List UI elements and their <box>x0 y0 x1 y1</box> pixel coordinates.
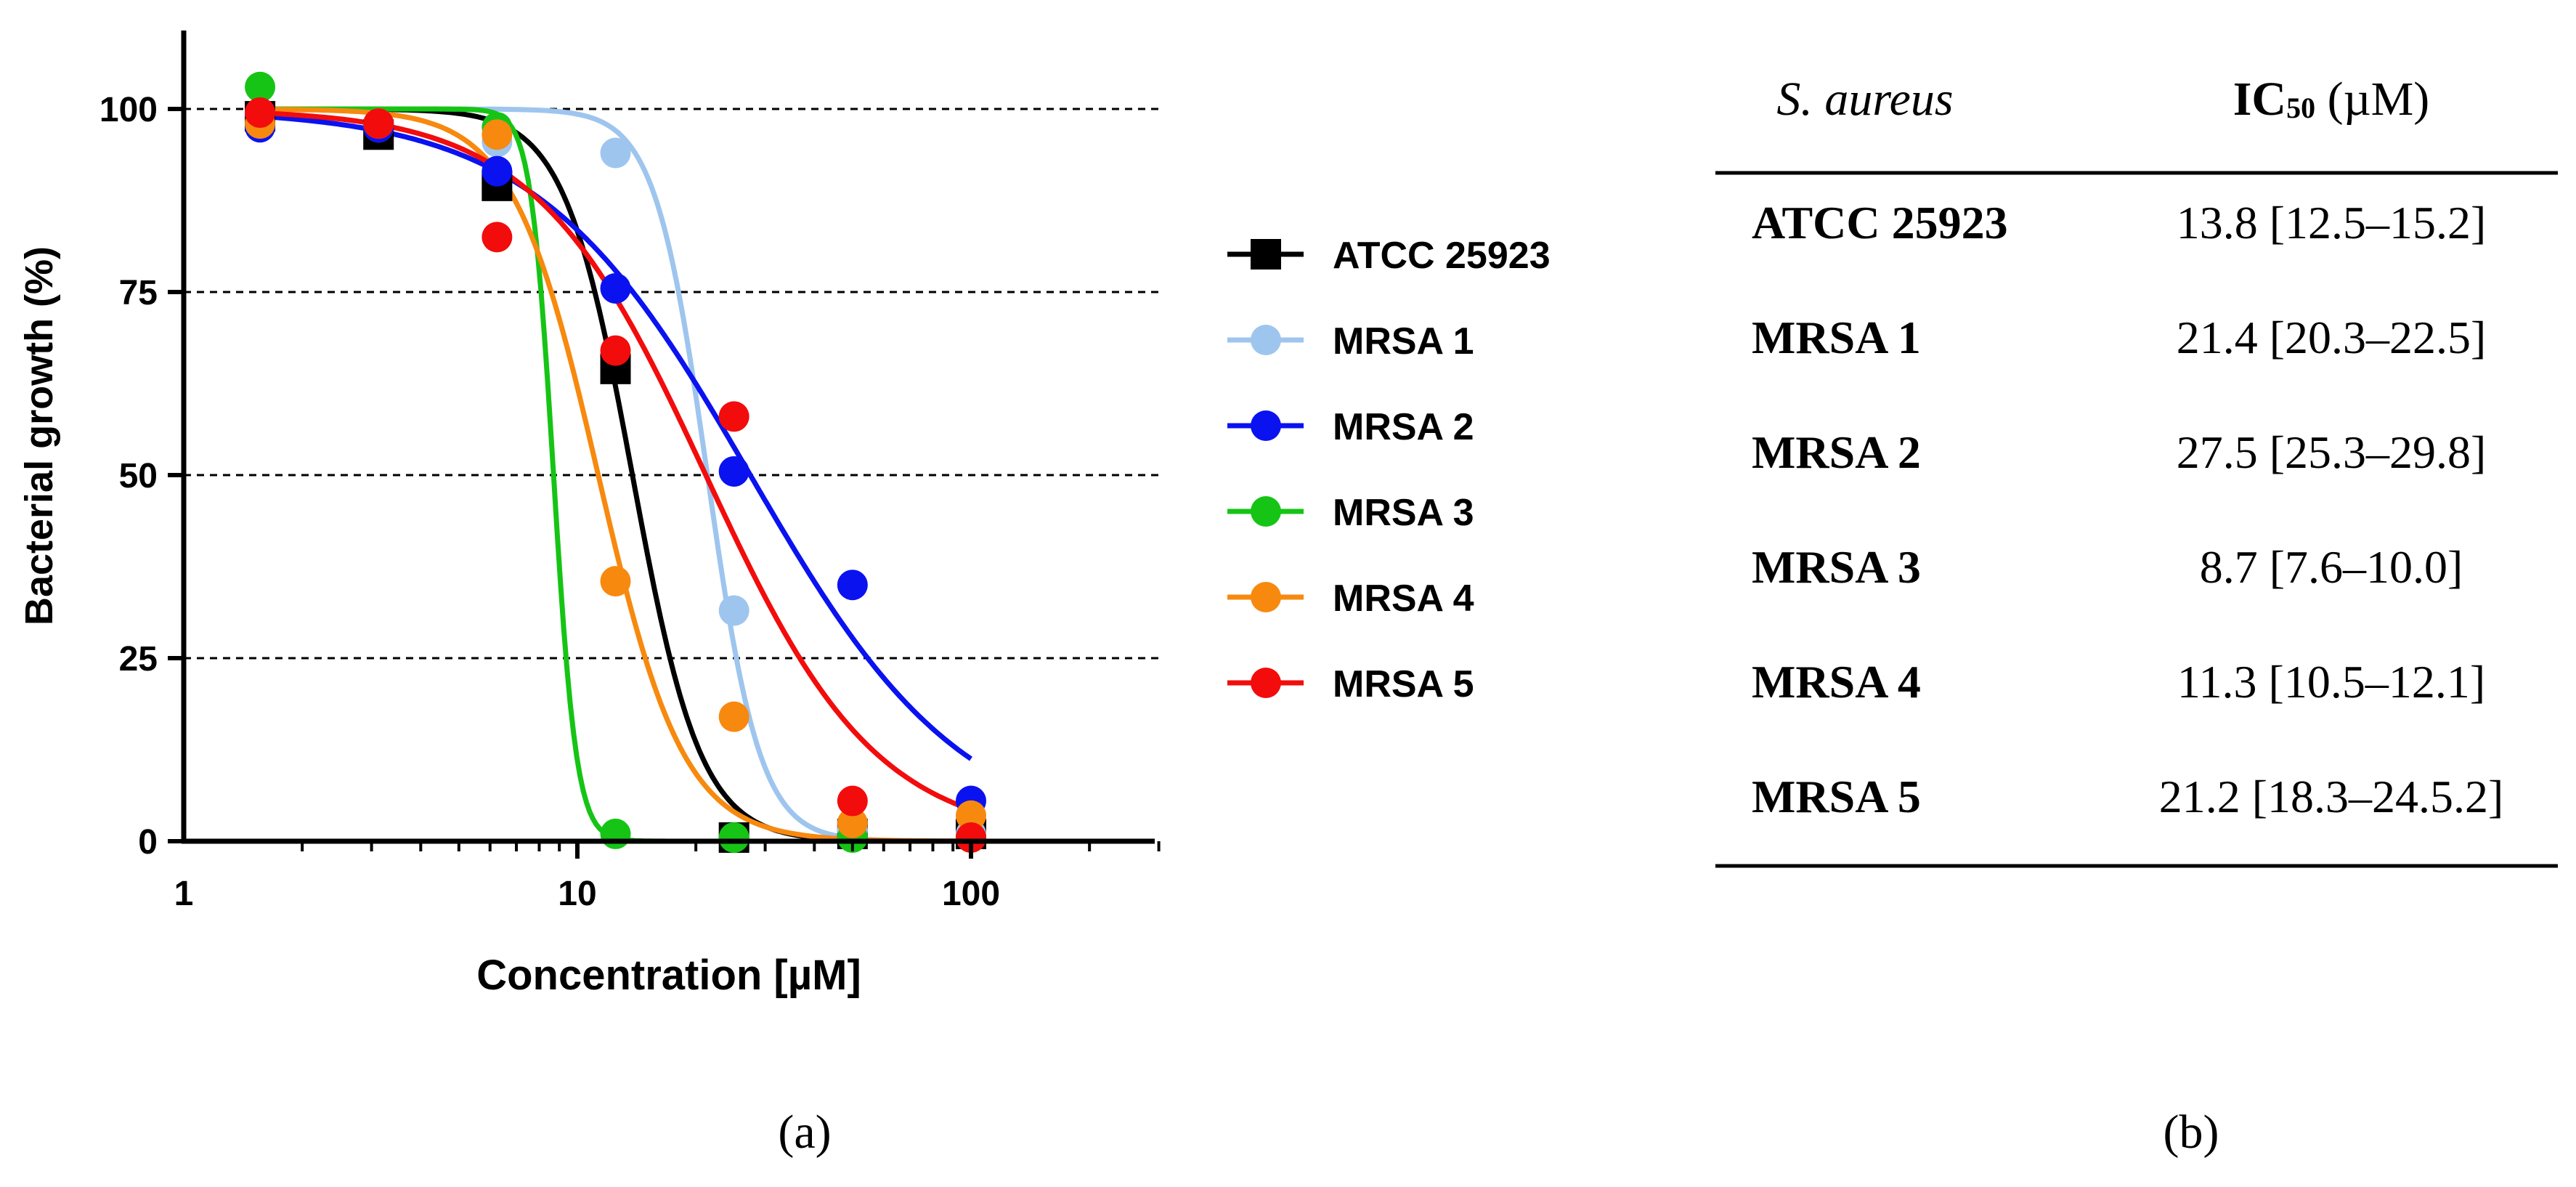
data-point-mrsa-2 <box>482 155 513 187</box>
legend-label: MRSA 2 <box>1333 406 1474 448</box>
legend-marker <box>1251 582 1281 612</box>
data-point-mrsa-3 <box>718 822 749 853</box>
data-points <box>245 71 986 853</box>
ic50-table: S. aureus IC50 (µM) ATCC 25923 13.8 [12.5… <box>1715 73 2558 868</box>
data-point-mrsa-3 <box>600 818 631 849</box>
table-cell-ic50: 13.8 [12.5–15.2] <box>2177 197 2487 248</box>
legend-label: MRSA 5 <box>1333 663 1474 705</box>
x-axis-ticks: 1 10 100 <box>174 841 1161 913</box>
dose-response-plot: 0 25 50 75 100 1 10 100 Concentration [µM] Bac… <box>17 31 1161 999</box>
data-point-mrsa-4 <box>718 701 749 732</box>
y-tick-label: 100 <box>99 91 158 129</box>
data-point-mrsa-4 <box>837 807 868 838</box>
table-cell-strain: MRSA 4 <box>1752 656 1921 708</box>
data-point-mrsa-5 <box>600 335 631 366</box>
table-cell-ic50: 21.4 [20.3–22.5] <box>2177 312 2487 363</box>
legend: ATCC 25923 MRSA 1 MRSA 2 MRSA 3 MRSA 4 MRSA 5 <box>1227 235 1551 705</box>
data-point-mrsa-5 <box>245 97 276 129</box>
fit-curve-mrsa-5 <box>259 110 972 812</box>
grid-lines <box>184 108 1159 660</box>
x-tick-label: 10 <box>558 875 596 913</box>
fit-curve-mrsa-2 <box>259 113 973 761</box>
table-header-ic50: IC50 (µM) <box>2233 73 2430 126</box>
x-axis-title: Concentration [µM] <box>476 952 861 999</box>
legend-label: MRSA 4 <box>1333 578 1474 620</box>
data-point-mrsa-5 <box>718 401 749 432</box>
legend-label: MRSA 1 <box>1333 320 1474 362</box>
data-point-mrsa-3 <box>245 71 276 102</box>
data-point-mrsa-2 <box>718 455 749 487</box>
y-tick-label: 25 <box>119 640 158 678</box>
y-axis-ticks: 0 25 50 75 100 <box>99 91 184 862</box>
data-point-mrsa-4 <box>600 566 631 597</box>
table-cell-ic50: 27.5 [25.3–29.8] <box>2177 426 2487 478</box>
legend-label: MRSA 3 <box>1333 492 1474 534</box>
data-point-mrsa-1 <box>718 595 749 626</box>
legend-marker <box>1251 325 1281 355</box>
x-tick-label: 1 <box>174 875 194 913</box>
table-cell-strain: ATCC 25923 <box>1752 197 2008 248</box>
ic50-subscript: 50 <box>2286 92 2315 124</box>
ic50-unit: (µM) <box>2315 73 2429 126</box>
table-rows: ATCC 25923 13.8 [12.5–15.2] MRSA 1 21.4 [20… <box>1752 197 2503 822</box>
table-cell-strain: MRSA 5 <box>1752 771 1921 822</box>
legend-marker <box>1251 239 1281 270</box>
legend-marker <box>1251 496 1281 527</box>
data-point-mrsa-2 <box>600 272 631 304</box>
data-point-mrsa-5 <box>837 785 868 817</box>
legend-label: ATCC 25923 <box>1333 235 1551 277</box>
table-cell-ic50: 21.2 [18.3–24.5.2] <box>2159 771 2504 822</box>
data-point-mrsa-4 <box>482 119 513 150</box>
x-tick-label: 100 <box>942 875 1000 913</box>
y-tick-label: 50 <box>119 457 158 495</box>
data-point-mrsa-5 <box>363 108 394 139</box>
y-axis-title: Bacterial growth (%) <box>17 246 61 625</box>
y-tick-label: 75 <box>119 274 158 312</box>
y-tick-label: 0 <box>138 823 158 862</box>
panel-label-a: (a) <box>778 1106 831 1159</box>
data-point-mrsa-5 <box>482 222 513 253</box>
table-header-strain: S. aureus <box>1776 73 1953 126</box>
legend-marker <box>1251 668 1281 698</box>
ic50-label: IC <box>2233 73 2286 126</box>
table-cell-strain: MRSA 1 <box>1752 312 1921 363</box>
panel-label-b: (b) <box>2163 1106 2219 1159</box>
table-cell-strain: MRSA 2 <box>1752 426 1921 478</box>
data-point-mrsa-2 <box>837 570 868 601</box>
data-point-mrsa-1 <box>600 137 631 169</box>
table-cell-ic50: 11.3 [10.5–12.1] <box>2177 656 2485 708</box>
legend-marker <box>1251 410 1281 441</box>
data-point-mrsa-5 <box>956 822 986 853</box>
table-cell-ic50: 8.7 [7.6–10.0] <box>2200 541 2463 593</box>
data-point-mrsa-4 <box>956 800 986 831</box>
table-cell-strain: MRSA 3 <box>1752 541 1921 593</box>
